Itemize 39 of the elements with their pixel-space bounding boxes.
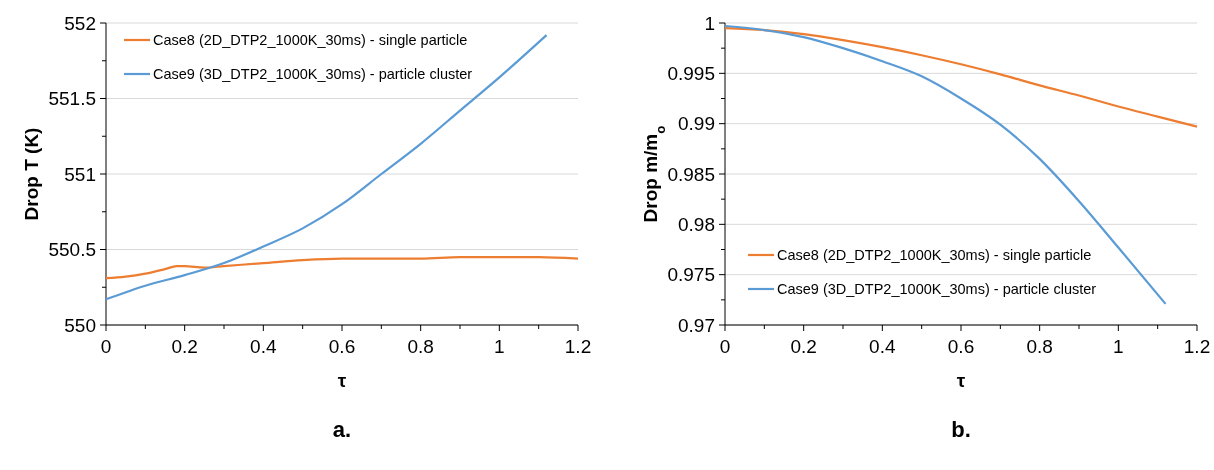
y-tick-label: 552 xyxy=(64,12,96,34)
x-tick-label: 0.8 xyxy=(1026,336,1053,357)
legend-label: Case9 (3D_DTP2_1000K_30ms) - particle cluster xyxy=(777,281,1097,298)
x-axis-title: τ xyxy=(337,370,347,391)
x-tick-label: 0.4 xyxy=(869,336,896,357)
x-tick-label: 1 xyxy=(494,336,505,357)
x-tick-label: 0.4 xyxy=(250,336,277,357)
x-axis-title: τ xyxy=(956,370,966,391)
line-series xyxy=(723,26,1199,128)
line-series xyxy=(104,33,548,301)
x-tick-label: 0.6 xyxy=(947,336,975,357)
y-tick-label: 551.5 xyxy=(48,88,96,110)
x-tick-label: 1.2 xyxy=(1183,336,1211,357)
line-series xyxy=(723,24,1167,305)
y-axis-title: Drop T (K) xyxy=(21,127,42,221)
y-tick-label: 0.995 xyxy=(667,62,715,84)
legend-label: Case8 (2D_DTP2_1000K_30ms) - single particle xyxy=(153,32,468,49)
x-tick-label: 1 xyxy=(1113,336,1124,357)
legend-label: Case9 (3D_DTP2_1000K_30ms) - particle cluster xyxy=(153,66,473,83)
line-series xyxy=(104,255,580,280)
x-tick-label: 0.2 xyxy=(790,336,817,357)
y-tick-label: 550.5 xyxy=(48,239,96,261)
text: a. xyxy=(332,417,352,442)
x-tick-label: 0.6 xyxy=(328,336,356,357)
x-tick-label: 1.2 xyxy=(564,336,592,357)
x-tick-label: 0 xyxy=(100,336,112,357)
y-tick-label: 550 xyxy=(64,314,96,336)
y-tick-label: 551 xyxy=(64,163,96,185)
text: b. xyxy=(951,417,971,442)
y-tick-label: 0.985 xyxy=(667,163,715,185)
x-tick-label: 0 xyxy=(719,336,731,357)
x-tick-label: 0.8 xyxy=(407,336,434,357)
legend-label: Case8 (2D_DTP2_1000K_30ms) - single particle xyxy=(777,247,1092,264)
y-tick-label: 0.975 xyxy=(667,264,715,286)
y-tick-label: 0.99 xyxy=(678,113,715,135)
y-tick-label: 1 xyxy=(704,12,715,34)
y-tick-label: 0.98 xyxy=(678,213,715,235)
x-tick-label: 0.2 xyxy=(171,336,198,357)
y-tick-label: 0.97 xyxy=(678,314,715,336)
